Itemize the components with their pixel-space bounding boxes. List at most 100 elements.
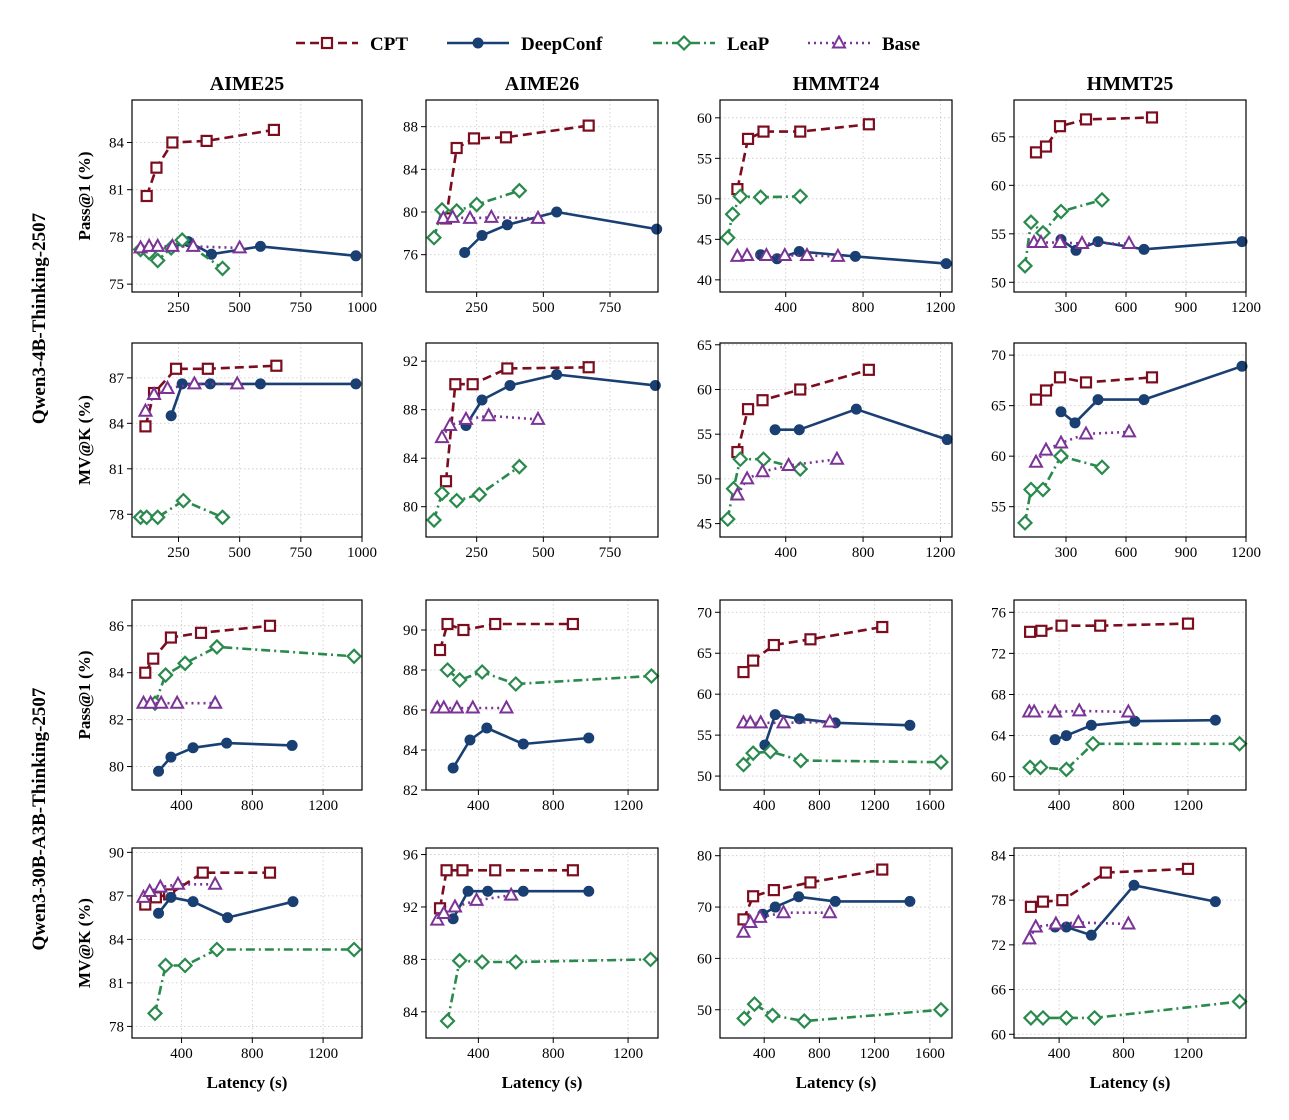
data-point bbox=[474, 663, 491, 681]
data-point bbox=[1052, 233, 1068, 249]
series-deepconf bbox=[447, 885, 595, 925]
x-tick-label: 750 bbox=[599, 300, 622, 316]
data-point bbox=[1181, 617, 1195, 630]
data-point bbox=[174, 232, 191, 249]
panel-r1-c1: 250 500 750 1000 75 78 81 84 Pass@1 (%) bbox=[75, 99, 377, 316]
data-point bbox=[739, 470, 755, 485]
panel-r3-c2: 400 800 1200 82 84 86 88 90 bbox=[403, 599, 660, 814]
data-point bbox=[439, 661, 456, 679]
y-tick-label: 78 bbox=[991, 893, 1006, 909]
panel-r2-c4: 300 600 900 1200 55 60 65 70 bbox=[991, 342, 1261, 561]
data-point bbox=[146, 1005, 164, 1022]
y-tick-label: 88 bbox=[403, 120, 418, 136]
series-leap bbox=[719, 188, 809, 246]
series-leap bbox=[146, 638, 363, 712]
data-point bbox=[904, 895, 916, 907]
data-point bbox=[254, 240, 266, 252]
data-point bbox=[940, 258, 952, 270]
data-point bbox=[450, 141, 463, 155]
data-point bbox=[139, 666, 152, 679]
y-tick-label: 80 bbox=[403, 500, 418, 516]
data-point bbox=[498, 699, 515, 714]
data-point bbox=[780, 456, 797, 471]
data-point bbox=[1032, 759, 1049, 776]
series-base bbox=[435, 208, 546, 224]
series-deepconf bbox=[1049, 879, 1221, 941]
data-point bbox=[165, 751, 177, 763]
data-point bbox=[737, 665, 750, 679]
data-point bbox=[139, 420, 152, 433]
y-tick-label: 50 bbox=[697, 1003, 712, 1019]
data-point bbox=[651, 223, 663, 235]
x-tick-label: 1200 bbox=[1173, 798, 1203, 814]
series-line bbox=[1030, 742, 1240, 771]
data-point bbox=[583, 732, 595, 744]
legend: CPT DeepConf LeaP Base bbox=[296, 34, 920, 55]
data-point bbox=[449, 378, 462, 391]
data-point bbox=[551, 369, 563, 381]
data-point bbox=[142, 694, 159, 709]
data-point bbox=[457, 623, 470, 637]
data-point bbox=[1049, 734, 1061, 746]
x-tick-label: 250 bbox=[167, 300, 190, 316]
series-base bbox=[729, 450, 845, 501]
data-point bbox=[1092, 394, 1104, 406]
data-point bbox=[194, 626, 208, 639]
data-point bbox=[729, 486, 746, 501]
data-point bbox=[1024, 900, 1038, 913]
legend-item-cpt: CPT bbox=[296, 34, 408, 55]
y-tick-label: 40 bbox=[697, 273, 712, 289]
y-tick-label: 87 bbox=[109, 889, 125, 905]
x-tick-label: 800 bbox=[1112, 798, 1135, 814]
legend-label: DeepConf bbox=[521, 34, 603, 55]
panel-r2-c1: 250 500 750 1000 78 81 84 87 MV@K (%) bbox=[75, 342, 377, 561]
data-point bbox=[642, 951, 659, 968]
series-cpt bbox=[731, 363, 875, 459]
x-tick-label: 1200 bbox=[308, 1046, 338, 1062]
series-leap bbox=[439, 951, 659, 1030]
y-tick-label: 84 bbox=[403, 162, 419, 178]
data-point bbox=[517, 885, 529, 897]
data-point bbox=[769, 424, 781, 436]
data-point bbox=[1053, 434, 1069, 449]
data-point bbox=[350, 378, 362, 390]
data-point bbox=[566, 864, 579, 877]
data-point bbox=[794, 383, 807, 396]
series-deepconf bbox=[153, 737, 298, 777]
data-point bbox=[1069, 417, 1081, 429]
data-point bbox=[762, 743, 779, 760]
data-point bbox=[1052, 203, 1070, 220]
data-point bbox=[207, 875, 223, 890]
data-point bbox=[489, 864, 502, 877]
data-point bbox=[649, 379, 661, 391]
data-point bbox=[476, 229, 488, 241]
axes-frame bbox=[425, 847, 659, 1039]
x-axis-label: Latency (s) bbox=[1090, 1073, 1171, 1092]
series-base bbox=[1021, 702, 1137, 718]
data-point bbox=[1138, 243, 1150, 255]
data-point bbox=[582, 361, 595, 374]
data-point bbox=[439, 475, 453, 488]
data-point bbox=[503, 886, 519, 901]
panel-r1-c2: 250 500 750 76 80 84 88 bbox=[403, 99, 663, 316]
data-point bbox=[489, 617, 502, 631]
data-point bbox=[767, 884, 780, 897]
data-point bbox=[793, 891, 805, 903]
data-point bbox=[1231, 735, 1248, 752]
data-point bbox=[504, 379, 516, 391]
x-tick-label: 1200 bbox=[925, 545, 955, 561]
y-tick-label: 72 bbox=[991, 646, 1006, 662]
x-tick-label: 1000 bbox=[347, 545, 377, 561]
y-tick-label: 55 bbox=[991, 500, 1006, 516]
data-point bbox=[932, 1001, 950, 1018]
data-point bbox=[1058, 761, 1075, 778]
data-point bbox=[849, 250, 861, 262]
data-point bbox=[792, 460, 809, 478]
y-tick-label: 81 bbox=[109, 976, 124, 992]
x-tick-label: 400 bbox=[774, 545, 797, 561]
data-point bbox=[201, 362, 214, 375]
series-cpt bbox=[139, 619, 277, 679]
series-leap bbox=[735, 743, 950, 773]
series-leap bbox=[1016, 191, 1111, 274]
y-tick-label: 88 bbox=[403, 663, 418, 679]
